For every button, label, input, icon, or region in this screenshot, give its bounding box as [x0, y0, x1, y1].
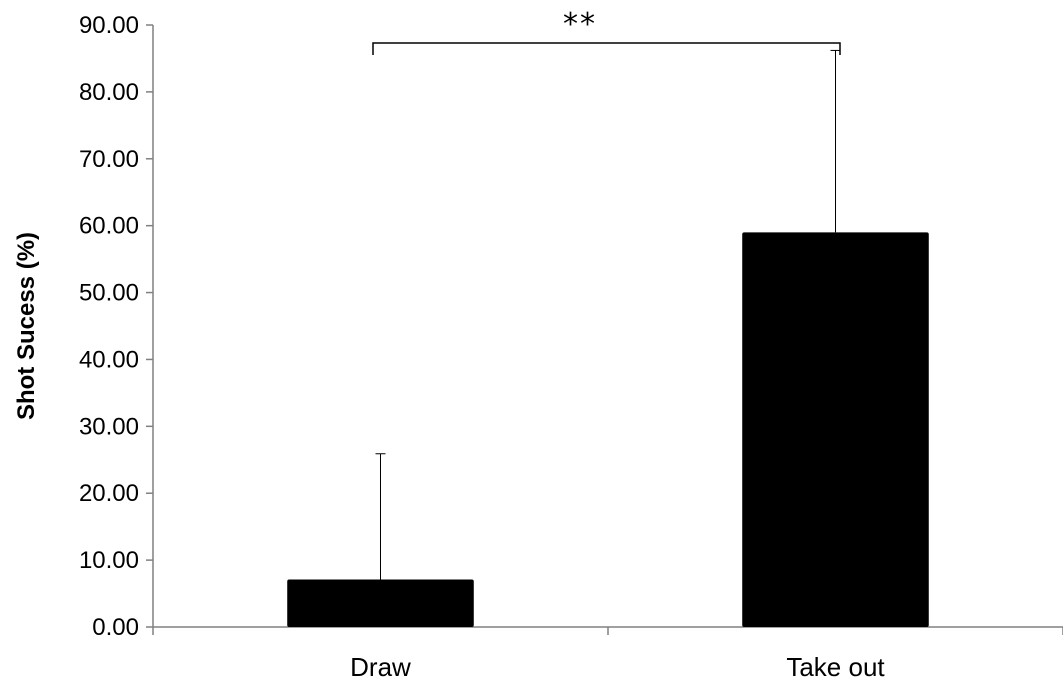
significance-annotation: ** [372, 7, 841, 55]
y-tick-label: 0.00 [92, 614, 139, 641]
y-tick-label: 30.00 [79, 413, 139, 440]
bar-group [287, 232, 929, 627]
x-tick-group [152, 627, 1063, 635]
y-tick-label: 60.00 [79, 213, 139, 240]
x-category-label: Draw [350, 652, 411, 682]
y-axis-title: Shot Sucess (%) [13, 232, 40, 420]
category-label-group: Draw Take out [350, 652, 885, 682]
error-bar-group [375, 49, 841, 580]
y-tick-label: 20.00 [79, 480, 139, 507]
y-tick-label: 80.00 [79, 79, 139, 106]
y-tick-group: 0.00 10.00 20.00 30.00 40.00 50.00 60.00 70.00 8… [79, 12, 153, 641]
y-tick-label: 10.00 [79, 547, 139, 574]
significance-bracket [372, 42, 841, 55]
y-tick-label: 50.00 [79, 280, 139, 307]
y-tick-label: 40.00 [79, 346, 139, 373]
bar-draw [287, 579, 474, 627]
y-tick-label: 90.00 [79, 12, 139, 39]
y-axis: 0.00 10.00 20.00 30.00 40.00 50.00 60.00 70.00 8… [79, 12, 154, 641]
bar-take-out [742, 232, 929, 627]
x-axis [152, 626, 1063, 635]
significance-label: ** [563, 7, 597, 42]
y-tick-label: 70.00 [79, 146, 139, 173]
x-category-label: Take out [786, 652, 885, 682]
